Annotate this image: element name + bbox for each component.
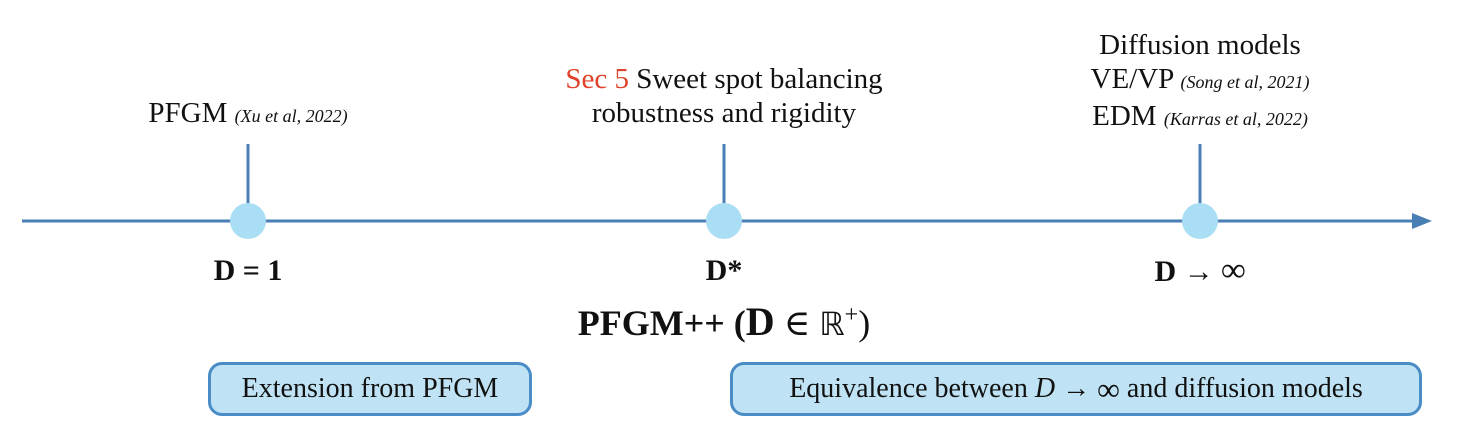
vevp-label: VE/VP <box>1090 63 1174 95</box>
equivalence-suffix: and diffusion models <box>1119 373 1363 404</box>
extension-box: Extension from PFGM <box>208 362 532 416</box>
edm-label: EDM <box>1092 100 1157 132</box>
title-sup: + <box>844 302 859 328</box>
dinf-label-line1: Diffusion models <box>1099 29 1301 61</box>
equivalence-prefix: Equivalence between <box>789 373 1028 404</box>
title-set: ℝ <box>819 305 845 343</box>
axis-arrowhead <box>1412 213 1432 229</box>
pfgm-label: PFGM (Xu et al, 2022) <box>98 96 398 133</box>
d-infinity-prefix: D → <box>1154 255 1214 288</box>
dstar-label-line2: robustness and rigidity <box>591 97 857 129</box>
node-dinf <box>1182 203 1218 239</box>
node-dstar <box>706 203 742 239</box>
dstar-label-line1: Sec 5 Sweet spot balancing <box>524 62 924 96</box>
extension-box-label: Extension from PFGM <box>241 373 499 404</box>
node-pfgm <box>230 203 266 239</box>
equivalence-arrow: → <box>1055 373 1098 404</box>
title-prefix: PFGM++ ( <box>577 303 746 343</box>
vevp-citation: (Song et al, 2021) <box>1180 72 1310 92</box>
title-suffix: ) <box>858 303 871 343</box>
pfgm-label-text: PFGM <box>148 97 228 129</box>
d-star-label: D* <box>705 254 743 287</box>
d-equals-one-label: D = 1 <box>213 254 283 287</box>
title-rel: ∈ <box>774 303 820 343</box>
equivalence-var: D <box>1034 373 1056 404</box>
pfgm-citation: (Xu et al, 2022) <box>234 106 348 126</box>
equivalence-infinity: ∞ <box>1097 370 1120 407</box>
dstar-label: Sec 5 Sweet spot balancing robustness an… <box>524 62 924 130</box>
dinf-label: Diffusion models VE/VP (Song et al, 2021… <box>1000 28 1400 136</box>
equivalence-box: Equivalence between D → ∞ and diffusion … <box>730 362 1422 416</box>
dinf-label-line2: VE/VP (Song et al, 2021) <box>1000 62 1400 99</box>
d-infinity-label: D → ∞ <box>1100 252 1300 290</box>
dstar-label-line1-text: Sweet spot balancing <box>636 63 883 95</box>
infinity-symbol: ∞ <box>1221 252 1246 289</box>
dinf-label-line3: EDM (Karras et al, 2022) <box>1000 99 1400 136</box>
edm-citation: (Karras et al, 2022) <box>1163 109 1308 129</box>
section-reference: Sec 5 <box>565 63 629 95</box>
title-var: D <box>745 299 775 344</box>
main-title: PFGM++ (D ∈ ℝ+) <box>474 298 974 345</box>
